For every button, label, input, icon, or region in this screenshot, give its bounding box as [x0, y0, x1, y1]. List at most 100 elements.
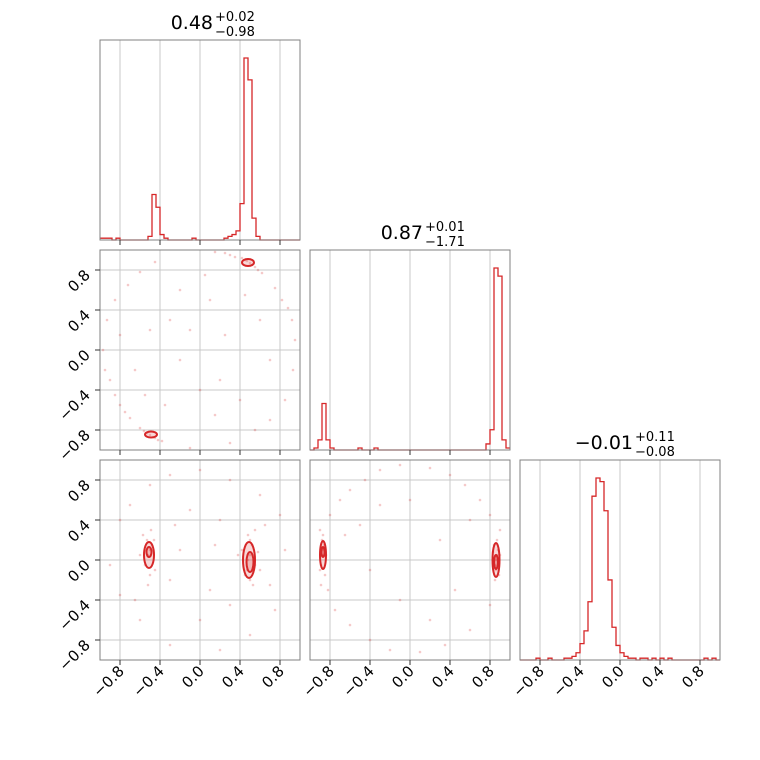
sample-point: [253, 265, 257, 269]
sample-point: [268, 418, 272, 422]
y-tick-label: 0.4: [64, 306, 94, 336]
sample-point: [178, 548, 182, 552]
title-upper-error: +0.01: [425, 220, 465, 235]
sample-point: [321, 533, 325, 537]
histogram-bin: [600, 482, 604, 660]
joint-panel-1: −0.8−0.4 0.0 0.4 0.8: [55, 249, 301, 465]
title-lower-error: −0.98: [215, 25, 255, 40]
sample-point: [228, 478, 232, 482]
sample-point: [253, 528, 257, 532]
x-tick-label: 0.0: [178, 662, 208, 692]
sample-point: [478, 498, 482, 502]
title-value: 0.87: [381, 222, 423, 244]
title-upper-error: +0.02: [215, 10, 255, 25]
sample-point: [218, 648, 222, 652]
sample-point: [326, 588, 330, 592]
histogram-bin: [148, 236, 152, 240]
y-tick-label: 0.8: [64, 266, 94, 296]
sample-point: [398, 598, 402, 602]
histogram-bin: [156, 207, 160, 240]
title-value: 0.48: [171, 12, 213, 34]
sample-point: [378, 468, 382, 472]
sample-point: [258, 318, 262, 322]
histogram-panel-1: 0.48 +0.02−0.98: [99, 10, 301, 245]
sample-point: [428, 618, 432, 622]
sample-point: [168, 578, 172, 582]
sample-point: [101, 348, 105, 352]
histogram-bin: [502, 440, 506, 450]
sample-point: [488, 603, 492, 607]
sample-point: [283, 548, 287, 552]
histogram-bin: [620, 653, 624, 660]
sample-point: [256, 550, 260, 554]
density-contour: [242, 541, 256, 579]
sample-point: [328, 513, 332, 517]
sample-point: [398, 463, 402, 467]
x-tick-label: −0.4: [339, 662, 377, 700]
sample-point: [156, 438, 160, 442]
sample-point: [438, 538, 442, 542]
sample-point: [188, 328, 192, 332]
sample-point: [228, 603, 232, 607]
panel-title-3: −0.01 +0.11−0.08: [575, 430, 675, 460]
histogram-bin: [596, 478, 600, 660]
sample-point: [388, 648, 392, 652]
sample-point: [138, 553, 142, 557]
density-fill: [146, 547, 152, 557]
sample-point: [168, 643, 172, 647]
sample-point: [138, 426, 142, 430]
sample-point: [198, 388, 202, 392]
y-tick-label: 0.0: [64, 556, 94, 586]
y-tick-label: −0.4: [55, 596, 93, 634]
sample-point: [223, 333, 227, 337]
sample-point: [108, 378, 112, 382]
x-tick-label: 0.0: [598, 662, 628, 692]
histogram-bin: [486, 444, 490, 450]
sample-point: [128, 503, 132, 507]
sample-point: [245, 259, 249, 263]
sample-point: [378, 503, 382, 507]
sample-point: [105, 318, 109, 322]
density-contour: [245, 551, 255, 573]
sample-point: [338, 498, 342, 502]
density-fill: [242, 259, 254, 266]
sample-point: [258, 493, 262, 497]
sample-point: [283, 398, 287, 402]
density-contour: [319, 540, 327, 570]
histogram-bin: [572, 656, 576, 660]
sample-point: [213, 543, 217, 547]
sample-point: [318, 528, 322, 532]
sample-point: [251, 583, 255, 587]
sample-point: [468, 628, 472, 632]
joint-panel-2: −0.8 −0.4 0.0 0.4 0.8−0.8−0.40.00.40.8: [55, 459, 301, 701]
sample-point: [142, 429, 146, 433]
histogram-bin: [584, 631, 588, 660]
sample-point: [256, 268, 260, 272]
histogram-bin: [256, 236, 260, 240]
panel-title-2: 0.87 +0.01−1.71: [381, 220, 465, 250]
x-tick-label: −0.8: [89, 662, 127, 700]
y-tick-label: −0.8: [55, 636, 93, 674]
title-value: −0.01: [575, 432, 633, 454]
sample-point: [248, 633, 252, 637]
sample-point: [143, 393, 147, 397]
sample-point: [268, 583, 272, 587]
histogram-bin: [494, 268, 498, 450]
sample-point: [148, 483, 152, 487]
sample-point: [238, 398, 242, 402]
sample-point: [263, 523, 267, 527]
x-tick-label: 0.4: [638, 662, 668, 692]
sample-point: [280, 298, 284, 302]
sample-point: [218, 518, 222, 522]
sample-point: [118, 593, 122, 597]
sample-point: [113, 298, 117, 302]
sample-point: [160, 439, 164, 443]
sample-point: [149, 528, 153, 532]
sample-point: [148, 433, 152, 437]
sample-point: [498, 528, 502, 532]
sample-point: [128, 416, 132, 420]
x-tick-label: −0.4: [129, 662, 167, 700]
sample-point: [468, 518, 472, 522]
sample-point: [141, 533, 145, 537]
histogram-bin: [616, 645, 620, 660]
